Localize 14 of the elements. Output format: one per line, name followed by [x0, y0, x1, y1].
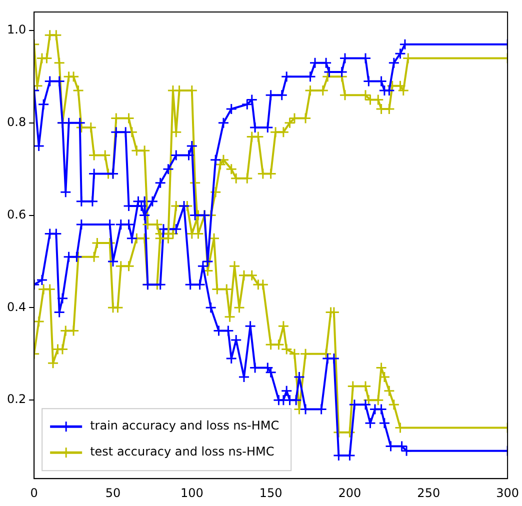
- x-tick-label: 200: [338, 486, 362, 500]
- legend-label: test accuracy and loss ns-HMC: [90, 444, 274, 459]
- x-tick-label: 50: [105, 486, 121, 500]
- x-tick-label: 0: [30, 486, 38, 500]
- y-tick-label: 1.0: [6, 22, 26, 37]
- x-tick-label: 300: [496, 486, 519, 500]
- legend-label: train accuracy and loss ns-HMC: [90, 418, 280, 433]
- y-tick-label: 0.6: [6, 207, 26, 222]
- x-tick-label: 150: [259, 486, 282, 500]
- x-tick-label: 250: [417, 486, 440, 500]
- y-tick-label: 0.2: [6, 392, 26, 406]
- y-tick-label: 0.8: [6, 115, 26, 129]
- y-tick-label: 0.4: [6, 300, 26, 314]
- x-tick-label: 100: [180, 486, 204, 500]
